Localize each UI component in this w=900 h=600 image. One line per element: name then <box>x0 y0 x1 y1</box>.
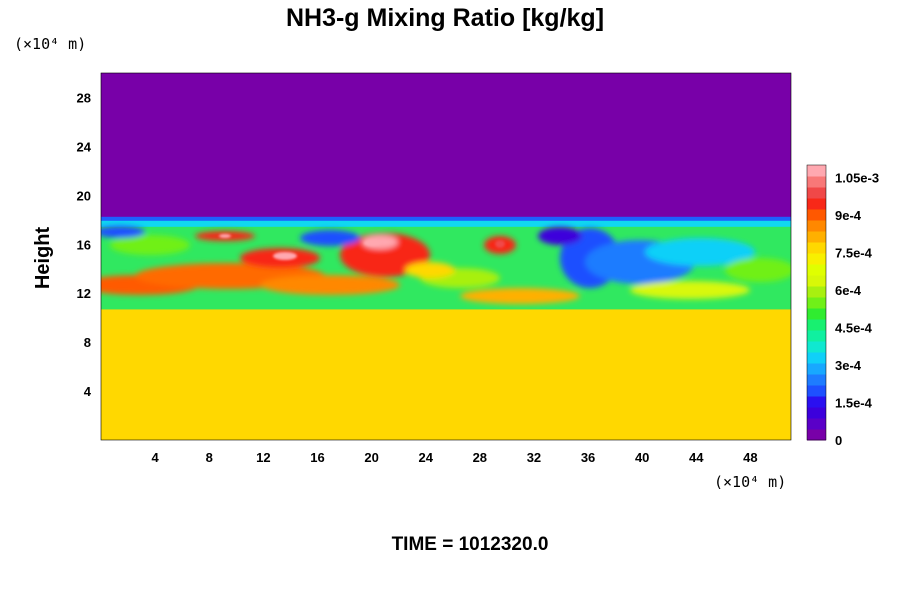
colorbar-swatch <box>807 319 826 331</box>
colorbar-swatch <box>807 407 826 419</box>
plot-frame <box>100 72 792 441</box>
x-tick-label: 24 <box>418 450 433 465</box>
x-tick-label: 8 <box>206 450 213 465</box>
colorbar <box>806 164 827 441</box>
x-tick-label: 28 <box>473 450 487 465</box>
colorbar-swatch <box>807 396 826 408</box>
colorbar-swatch <box>807 429 826 441</box>
colorbar-swatch <box>807 242 826 254</box>
x-tick-label: 16 <box>310 450 324 465</box>
x-tick-label: 44 <box>689 450 704 465</box>
colorbar-tick-label: 0 <box>835 433 842 448</box>
colorbar-swatch <box>807 275 826 287</box>
colorbar-tick-labels: 1.05e-3 9e-4 7.5e-4 6e-4 4.5e-4 3e-4 1.5e-4 0 <box>835 171 879 449</box>
colorbar-tick-label: 7.5e-4 <box>835 246 873 261</box>
colorbar-tick-label: 9e-4 <box>835 208 862 223</box>
y-tick-label: 16 <box>77 237 91 252</box>
colorbar-swatch <box>807 330 826 342</box>
y-tick-labels: 4 8 12 16 20 24 28 <box>77 90 92 399</box>
y-tick-label: 12 <box>77 286 91 301</box>
x-tick-label: 36 <box>581 450 595 465</box>
chart-title: NH3-g Mixing Ratio [kg/kg] <box>286 4 604 32</box>
colorbar-swatch <box>807 374 826 386</box>
colorbar-swatch <box>807 418 826 430</box>
colorbar-swatch <box>807 220 826 232</box>
y-tick-label: 24 <box>77 139 92 154</box>
colorbar-swatch <box>807 165 826 177</box>
colorbar-swatch <box>807 308 826 320</box>
colorbar-swatch <box>807 385 826 397</box>
colorbar-tick-label: 4.5e-4 <box>835 321 873 336</box>
plot-area <box>101 73 791 440</box>
colorbar-swatch <box>807 198 826 210</box>
upper-layer <box>101 73 791 220</box>
x-tick-label: 12 <box>256 450 270 465</box>
time-label: TIME = 1012320.0 <box>392 534 549 555</box>
y-tick-label: 4 <box>84 384 92 399</box>
x-tick-label: 4 <box>152 450 160 465</box>
colorbar-swatch <box>807 187 826 199</box>
x-tick-label: 48 <box>743 450 757 465</box>
colorbar-swatch <box>807 176 826 188</box>
x-tick-label: 32 <box>527 450 541 465</box>
colorbar-swatch <box>807 363 826 375</box>
colorbar-tick-label: 3e-4 <box>835 358 862 373</box>
colorbar-tick-label: 1.5e-4 <box>835 396 873 411</box>
colorbar-swatch <box>807 209 826 221</box>
y-tick-label: 20 <box>77 188 91 203</box>
y-tick-label: 8 <box>84 335 91 350</box>
y-unit-label: (×10⁴ m) <box>14 35 86 53</box>
x-tick-label: 20 <box>364 450 378 465</box>
x-tick-label: 40 <box>635 450 649 465</box>
x-tick-labels: 4 8 12 16 20 24 28 32 36 40 44 48 <box>152 450 758 465</box>
colorbar-swatch <box>807 231 826 243</box>
colorbar-swatch <box>807 352 826 364</box>
y-tick-label: 28 <box>77 90 91 105</box>
turbulent-band <box>101 216 791 310</box>
colorbar-swatch <box>807 297 826 309</box>
lower-layer <box>101 305 791 440</box>
x-unit-label: (×10⁴ m) <box>714 473 786 491</box>
colorbar-swatch <box>807 253 826 265</box>
colorbar-swatch <box>807 341 826 353</box>
colorbar-swatch <box>807 286 826 298</box>
colorbar-tick-label: 6e-4 <box>835 283 862 298</box>
y-axis-label: Height <box>32 227 54 290</box>
colorbar-tick-label: 1.05e-3 <box>835 171 879 186</box>
colorbar-swatch <box>807 264 826 276</box>
